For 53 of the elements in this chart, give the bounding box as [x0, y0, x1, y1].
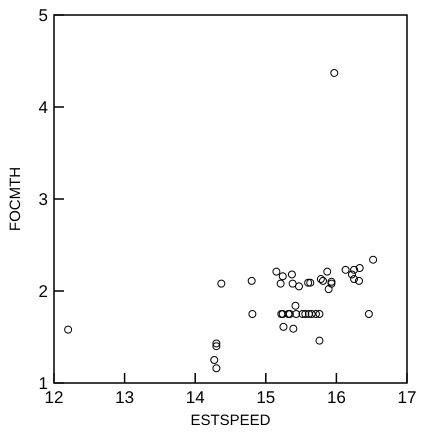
point: [301, 310, 310, 318]
point: [288, 280, 297, 288]
point: [369, 256, 378, 264]
x-axis-title: ESTSPEED: [190, 412, 271, 429]
point: [323, 268, 332, 276]
point: [248, 276, 256, 285]
point: [306, 278, 314, 287]
point: [212, 339, 220, 348]
point: [327, 278, 336, 286]
x-tick-label: 13: [115, 388, 134, 407]
point: [350, 266, 358, 274]
y-tick-label: 3: [38, 190, 48, 209]
point: [342, 266, 350, 274]
y-axis-title: FOCMTH: [7, 166, 24, 232]
x-tick-label: 16: [326, 388, 346, 407]
point: [278, 272, 287, 280]
point: [291, 302, 300, 310]
point: [315, 336, 324, 345]
point: [330, 68, 338, 77]
point: [276, 280, 285, 288]
point: [308, 310, 316, 318]
point: [288, 270, 296, 278]
point: [348, 270, 356, 278]
point: [354, 276, 363, 285]
point: [279, 322, 288, 331]
point: [304, 278, 312, 287]
point: [312, 310, 320, 318]
point: [298, 310, 307, 318]
point: [318, 276, 327, 285]
point: [292, 310, 300, 318]
point: [356, 264, 364, 272]
point: [210, 356, 218, 364]
point: [304, 310, 313, 318]
point: [364, 310, 373, 318]
point: [212, 364, 220, 372]
point: [324, 285, 333, 294]
point: [294, 282, 303, 290]
point: [350, 275, 358, 284]
point: [217, 280, 226, 288]
point: [272, 268, 280, 276]
point: [289, 324, 298, 333]
point: [212, 342, 220, 350]
x-tick-label: 17: [398, 388, 416, 407]
point: [327, 280, 336, 288]
point: [64, 326, 72, 334]
point: [315, 310, 324, 318]
y-tick-label: 4: [38, 98, 48, 117]
y-tick-label: 5: [38, 6, 48, 25]
point: [316, 275, 325, 284]
y-tick-label: 2: [38, 282, 48, 301]
x-tick-label: 14: [186, 388, 205, 407]
point: [248, 310, 256, 318]
x-tick-label: 15: [256, 388, 276, 407]
